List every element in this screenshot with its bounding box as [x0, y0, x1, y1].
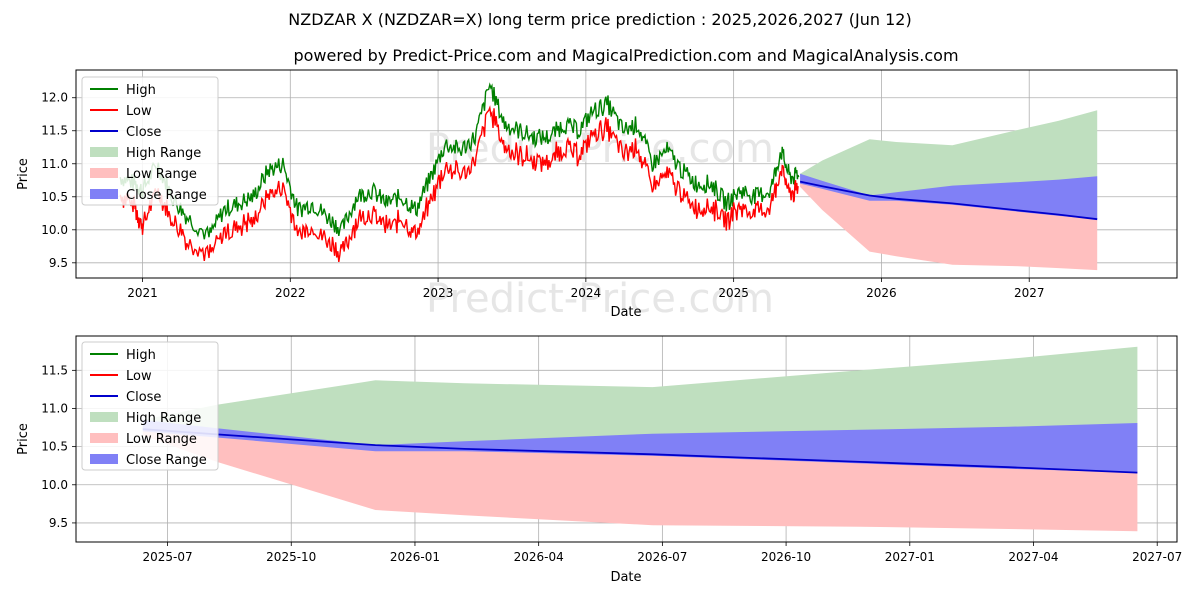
history-high-line [119, 82, 800, 240]
top-panel: Predict-Price.com Predict-Price.com 2021… [16, 69, 1178, 322]
bottom-ytick-label: 10.0 [41, 478, 68, 492]
history-low-line [119, 105, 799, 263]
top-ytick-label: 9.5 [49, 256, 68, 270]
top-close-range-band [800, 173, 1098, 220]
bottom-panel-plot [142, 346, 1138, 532]
top-ylabel: Price [16, 158, 31, 190]
legend-high_range-label: High Range [126, 411, 201, 426]
legend-high_range-swatch [90, 147, 118, 157]
top-close-line [799, 180, 1098, 221]
top-xtick-label: 2021 [127, 286, 158, 300]
bottom-xtick-label: 2025-10 [266, 550, 316, 564]
legend-low_range-swatch [90, 168, 118, 178]
top-ytick-label: 11.0 [41, 157, 68, 171]
chart-title: NZDZAR X (NZDZAR=X) long term price pred… [288, 10, 912, 29]
bottom-xlabel: Date [610, 570, 641, 585]
top-xtick-label: 2022 [275, 286, 306, 300]
bottom-xtick-label: 2027-07 [1132, 550, 1182, 564]
legend-close-label: Close [126, 125, 161, 140]
bottom-ytick-label: 11.5 [41, 363, 68, 377]
legend-close_range-label: Close Range [126, 453, 207, 468]
top-ytick-label: 11.5 [41, 124, 68, 138]
top-xtick-label: 2024 [571, 286, 602, 300]
top-xtick-label: 2026 [866, 286, 897, 300]
bottom-xtick-label: 2027-04 [1008, 550, 1058, 564]
top-xtick-label: 2025 [718, 286, 749, 300]
legend-close-label: Close [126, 390, 161, 405]
legend-high-label: High [126, 348, 156, 363]
top-xtick-label: 2023 [423, 286, 454, 300]
top-panel-grid [76, 70, 1177, 278]
bottom-ytick-label: 11.0 [41, 401, 68, 415]
bottom-xtick-label: 2026-01 [390, 550, 440, 564]
bottom-panel-ticks: 2025-07 2025-10 2026-01 2026-04 2026-07 2026-… [41, 363, 1182, 564]
top-panel-watermark: Predict-Price.com Predict-Price.com [426, 126, 774, 322]
bottom-ytick-label: 10.5 [41, 440, 68, 454]
bottom-xtick-label: 2025-07 [142, 550, 192, 564]
top-ytick-label: 10.0 [41, 223, 68, 237]
top-ytick-label: 12.0 [41, 91, 68, 105]
top-legend: High Low Close High Range Low Range Close Ran… [81, 76, 219, 206]
top-xtick-label: 2027 [1014, 286, 1045, 300]
top-xlabel: Date [610, 305, 641, 320]
bottom-ytick-label: 9.5 [49, 516, 68, 530]
bottom-xtick-label: 2026-10 [761, 550, 811, 564]
top-ytick-label: 10.5 [41, 190, 68, 204]
top-panel-frame [75, 69, 1178, 279]
bottom-xtick-label: 2026-07 [637, 550, 687, 564]
bottom-panel: Predict-Price.com 2025-072025-102026-012… [16, 335, 1182, 585]
bottom-legend: High Low Close High Range Low Range Close Ran… [81, 341, 219, 471]
legend-low_range-label: Low Range [126, 167, 197, 182]
legend-close_range-swatch [90, 454, 118, 464]
bottom-xtick-label: 2027-01 [885, 550, 935, 564]
legend-high-label: High [126, 83, 156, 98]
legend-low_range-label: Low Range [126, 432, 197, 447]
chart-subtitle: powered by Predict-Price.com and Magical… [293, 46, 959, 65]
bottom-ylabel: Price [16, 423, 31, 455]
watermark-text: Predict-Price.com [426, 126, 774, 172]
bottom-low-range-band [142, 429, 1138, 532]
watermark-text: Predict-Price.com [426, 276, 774, 322]
legend-close_range-swatch [90, 189, 118, 199]
bottom-panel-frame [75, 335, 1178, 543]
top-panel-plot [119, 82, 1098, 271]
legend-low_range-swatch [90, 433, 118, 443]
top-low-range-band [800, 181, 1098, 271]
legend-close_range-label: Close Range [126, 188, 207, 203]
top-panel-ticks: 2021 2022 2023 2024 2025 2026 2027 9.5 10.0 10.5 1… [41, 91, 1044, 300]
legend-high_range-label: High Range [126, 146, 201, 161]
bottom-close-line [142, 428, 1138, 474]
legend-low-label: Low [126, 369, 152, 384]
bottom-close-range-band [142, 419, 1138, 473]
legend-high_range-swatch [90, 412, 118, 422]
bottom-xtick-label: 2026-04 [514, 550, 564, 564]
legend-low-label: Low [126, 104, 152, 119]
